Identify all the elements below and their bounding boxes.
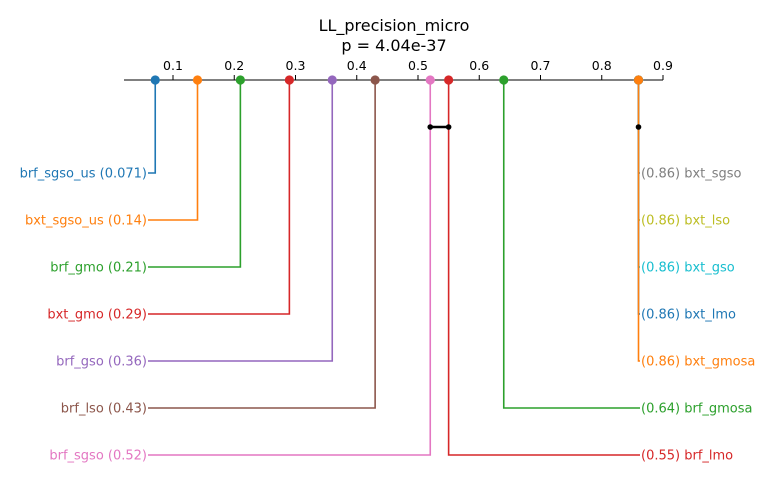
marker-brf_gmosa xyxy=(499,75,509,85)
label-bxt_gso: (0.86) bxt_gso xyxy=(641,261,735,276)
connector-bxt_gmosa xyxy=(637,80,640,362)
label-bxt_lmo: (0.86) bxt_lmo xyxy=(641,308,736,323)
axis-tick-label: 0.9 xyxy=(653,58,673,73)
connector-brf_gmosa xyxy=(502,80,640,409)
label-brf_gso: brf_gso (0.36) xyxy=(56,355,147,370)
connector-brf_gmo xyxy=(148,80,242,268)
axis-tick-label: 0.3 xyxy=(286,58,306,73)
axis-tick-label: 0.1 xyxy=(163,58,183,73)
axis-tick-label: 0.5 xyxy=(408,58,428,73)
connector-brf_lso xyxy=(148,80,376,409)
marker-brf_sgso xyxy=(425,75,435,85)
label-brf_sgso: brf_sgso (0.52) xyxy=(49,449,147,464)
connector-brf_sgso_us xyxy=(148,80,157,174)
marker-bxt_gmo xyxy=(284,75,294,85)
clique-bars xyxy=(427,124,642,130)
chart-title: LL_precision_micro xyxy=(319,16,470,36)
connector-bxt_gmo xyxy=(148,80,291,315)
axis-tick-label: 0.2 xyxy=(224,58,244,73)
marker-bxt_gmosa xyxy=(633,75,644,85)
label-bxt_sgso: (0.86) bxt_sgso xyxy=(641,167,742,182)
marker-bxt_sgso_us xyxy=(192,75,203,85)
axis-tick-label: 0.7 xyxy=(531,58,551,73)
connector-brf_sgso xyxy=(148,80,432,456)
label-brf_gmo: brf_gmo (0.21) xyxy=(50,261,147,276)
connector-bxt_sgso_us xyxy=(148,80,199,221)
label-brf_lso: brf_lso (0.43) xyxy=(61,402,147,417)
marker-brf_sgso_us xyxy=(150,75,160,85)
label-brf_sgso_us: brf_sgso_us (0.071) xyxy=(20,167,147,182)
marker-brf_gso xyxy=(327,75,337,85)
label-bxt_sgso_us: bxt_sgso_us (0.14) xyxy=(25,214,147,229)
method-connectors xyxy=(148,80,640,456)
label-brf_lmo: (0.55) brf_lmo xyxy=(641,449,733,464)
label-bxt_lso: (0.86) bxt_lso xyxy=(641,214,730,229)
axis-tick-label: 0.4 xyxy=(347,58,367,73)
clique-end-dot xyxy=(427,124,434,130)
marker-brf_lmo xyxy=(444,75,454,85)
chart-subtitle: p = 4.04e-37 xyxy=(341,36,446,55)
method-labels: brf_sgso_us (0.071) bxt_sgso_us (0.14) brf… xyxy=(20,167,756,464)
marker-brf_gmo xyxy=(235,75,245,85)
clique-end-dot xyxy=(635,124,642,130)
label-bxt_gmo: bxt_gmo (0.29) xyxy=(47,308,147,323)
axis-tick-label: 0.8 xyxy=(592,58,612,73)
label-bxt_gmosa: (0.86) bxt_gmosa xyxy=(641,355,755,370)
marker-brf_lso xyxy=(370,75,380,85)
connector-brf_lmo xyxy=(447,80,640,456)
axis-tick-label: 0.6 xyxy=(469,58,489,73)
rank-markers xyxy=(150,75,644,85)
axis-ticks: 0.1 0.2 0.3 0.4 0.5 0.6 0.7 0.8 0.9 xyxy=(163,58,673,80)
label-brf_gmosa: (0.64) brf_gmosa xyxy=(641,402,753,417)
clique-end-dot xyxy=(445,124,452,130)
connector-brf_gso xyxy=(148,80,334,362)
